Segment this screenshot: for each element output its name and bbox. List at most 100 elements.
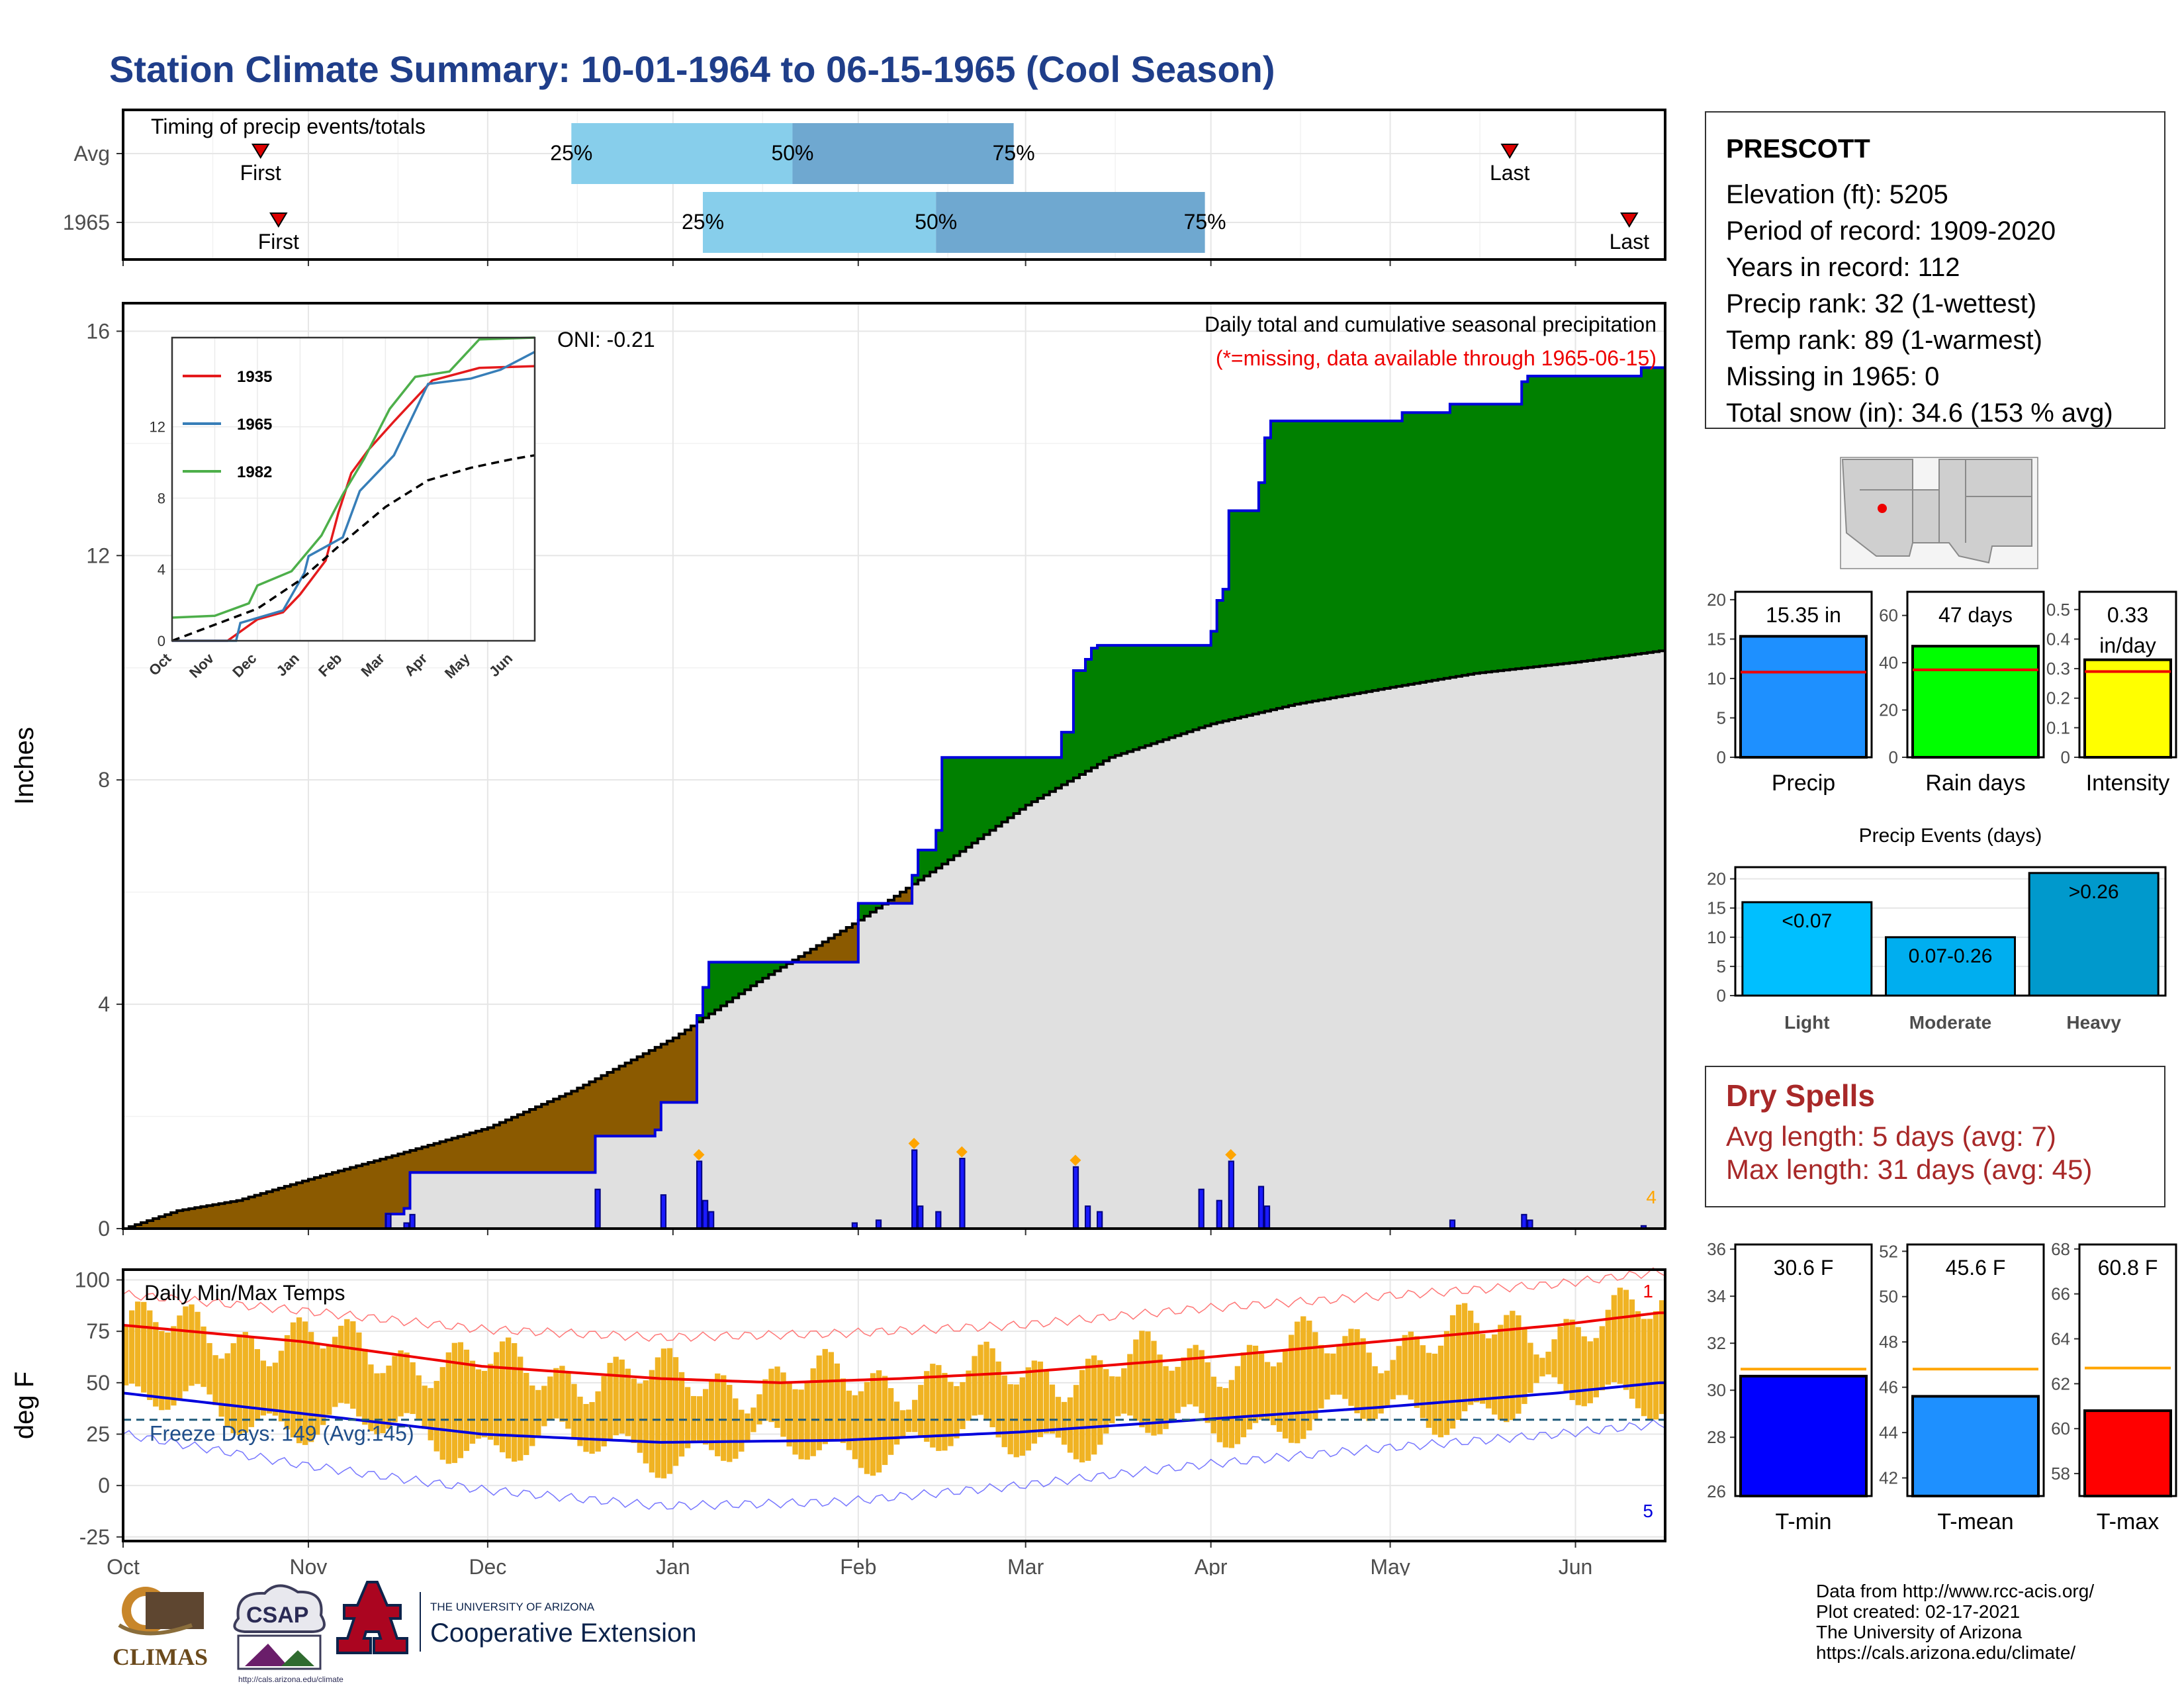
- temp-daily-bar: [248, 1337, 254, 1427]
- ua-top-text: THE UNIVERSITY OF ARIZONA: [430, 1601, 595, 1613]
- temp-daily-bar: [189, 1304, 195, 1386]
- precip-snow-marker: [1225, 1149, 1237, 1160]
- temp-daily-bar: [989, 1348, 995, 1428]
- temp-daily-bar: [1210, 1376, 1216, 1434]
- temp-daily-bar: [1109, 1376, 1115, 1424]
- temp-daily-bar: [870, 1373, 876, 1476]
- events-bar-label: 0.07-0.26: [1909, 945, 1993, 967]
- temp-daily-bar: [512, 1343, 518, 1462]
- events-y-tick-label: 15: [1707, 898, 1726, 918]
- temp-daily-bar: [428, 1387, 433, 1440]
- temp-daily-bar: [1426, 1352, 1432, 1428]
- temp-daily-bar: [147, 1310, 153, 1400]
- temp-daily-bar: [655, 1357, 661, 1478]
- small-chart-y-tick-label: 28: [1707, 1427, 1726, 1447]
- temp-y-tick-label: 100: [75, 1268, 110, 1292]
- temp-daily-bar: [1593, 1338, 1599, 1397]
- temp-daily-bar: [619, 1359, 625, 1434]
- temp-y-tick-label: -25: [79, 1525, 110, 1549]
- temp-daily-bar: [338, 1325, 344, 1403]
- temp-daily-bar: [1025, 1367, 1031, 1451]
- temp-daily-bar: [1055, 1397, 1062, 1438]
- timing-bar-50-75: [936, 192, 1205, 253]
- precip-daily-bar: [1216, 1199, 1222, 1229]
- temp-daily-bar: [404, 1352, 410, 1413]
- temp-avg-max-line: [122, 1311, 1665, 1384]
- temp-daily-bar: [1384, 1370, 1390, 1407]
- temp-daily-bar: [607, 1362, 613, 1440]
- ua-bottom-text: Cooperative Extension: [430, 1618, 696, 1648]
- temp-x-tick-label: Jun: [1559, 1555, 1593, 1575]
- temp-daily-bar: [1449, 1315, 1456, 1429]
- temp-daily-bar: [912, 1399, 918, 1432]
- temp-daily-bar: [1169, 1370, 1175, 1422]
- events-bar-label: <0.07: [1782, 910, 1832, 932]
- temp-daily-bar: [153, 1322, 159, 1407]
- temp-daily-bar: [595, 1391, 601, 1452]
- temp-daily-bar: [1629, 1299, 1635, 1399]
- temp-daily-bar: [840, 1378, 846, 1443]
- temp-daily-bar: [422, 1385, 428, 1429]
- temp-daily-bar: [1432, 1353, 1438, 1435]
- events-y-tick-label: 0: [1717, 986, 1726, 1006]
- temp-daily-bar: [930, 1364, 936, 1448]
- temp-daily-bar: [1091, 1355, 1097, 1455]
- timing-row-label: Avg: [73, 142, 110, 165]
- temp-daily-bar: [362, 1348, 368, 1425]
- temp-daily-bar: [1049, 1384, 1056, 1434]
- temp-daily-bar: [1097, 1360, 1103, 1445]
- events-y-tick-label: 5: [1717, 957, 1726, 976]
- precip-y-tick-label: 0: [98, 1217, 110, 1241]
- temp-daily-bar: [135, 1301, 141, 1387]
- temp-daily-bar: [493, 1352, 500, 1446]
- small-chart-y-tick-label: 0.2: [2046, 688, 2070, 708]
- temp-daily-bar: [643, 1380, 649, 1464]
- precip-deficit-area: [129, 1025, 697, 1229]
- temp-daily-bar: [780, 1372, 786, 1437]
- timing-p75-label: 75%: [1184, 210, 1226, 234]
- temp-x-tick-label: Oct: [107, 1555, 140, 1575]
- temp-daily-bar: [887, 1387, 894, 1455]
- temp-daily-bar: [1079, 1370, 1085, 1463]
- inset-series-line: [171, 336, 535, 619]
- timing-bar-25-50: [571, 123, 793, 184]
- precip-snow-marker: [693, 1149, 705, 1160]
- precip-y-tick-label: 8: [98, 768, 110, 792]
- timing-bar-50-75: [792, 123, 1014, 184]
- temp-daily-bar: [296, 1317, 302, 1444]
- temp-daily-bar: [1510, 1311, 1516, 1421]
- temp-daily-bar: [451, 1342, 458, 1464]
- temp-daily-bar: [1258, 1353, 1265, 1420]
- small-chart-y-tick-label: 42: [1879, 1468, 1898, 1488]
- temp-daily-bar: [1246, 1344, 1253, 1430]
- temp-daily-bar: [1127, 1354, 1133, 1416]
- temp-daily-bar: [529, 1385, 535, 1446]
- temp-daily-bar: [798, 1389, 804, 1460]
- inset-series-line: [172, 351, 535, 642]
- precip-daily-bar: [1198, 1188, 1205, 1230]
- small-chart-y-tick-label: 60: [1879, 606, 1898, 626]
- temp-daily-bar: [816, 1355, 822, 1450]
- small-chart-category-label: T-max: [2097, 1509, 2159, 1534]
- temp-daily-bar: [858, 1391, 864, 1468]
- temp-daily-bar: [918, 1385, 924, 1436]
- small-chart-frame: [2078, 1243, 2177, 1497]
- small-chart-y-tick-label: 0.4: [2046, 629, 2070, 649]
- temp-daily-bar: [302, 1321, 308, 1445]
- small-chart-bar: [1739, 1374, 1868, 1497]
- precip-daily-bar: [1263, 1205, 1271, 1230]
- temp-daily-bar: [1605, 1309, 1611, 1385]
- temp-daily-bar: [1031, 1360, 1038, 1444]
- small-chart-y-tick-label: 0.5: [2046, 600, 2070, 620]
- temp-daily-bar: [1145, 1331, 1151, 1433]
- events-category-label: Heavy: [2066, 1012, 2121, 1033]
- temp-x-tick-label: Dec: [469, 1555, 506, 1575]
- temp-daily-bar: [314, 1342, 320, 1435]
- precip-daily-bar: [959, 1158, 966, 1230]
- temp-daily-bar: [954, 1385, 960, 1438]
- temp-daily-bar: [1336, 1346, 1342, 1395]
- temp-daily-bar: [936, 1365, 942, 1451]
- precip-daily-bar: [409, 1213, 416, 1230]
- small-chart-y-tick-label: 0: [1889, 747, 1898, 767]
- temp-daily-bar: [1599, 1326, 1605, 1391]
